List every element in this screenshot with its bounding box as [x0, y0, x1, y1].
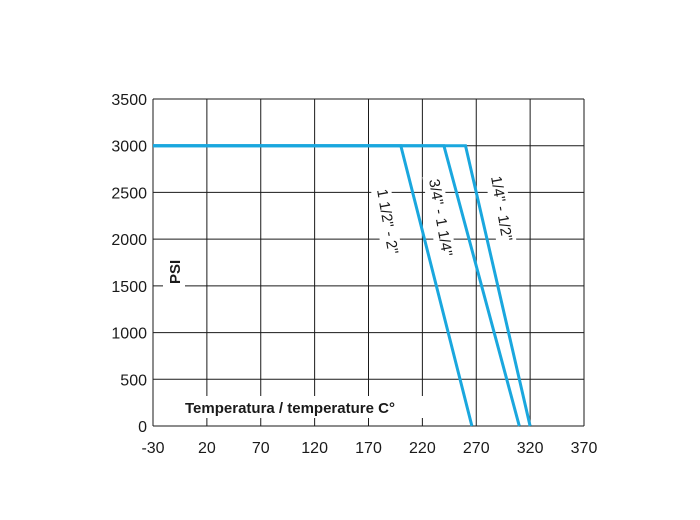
x-axis-title: Temperatura / temperature C° [185, 400, 395, 417]
y-tick-label-7: 3500 [111, 92, 147, 109]
x-tick-labels: -30 20 70 120 170 220 270 320 370 [141, 440, 597, 457]
x-tick-label-7: 320 [517, 440, 544, 457]
y-tick-label-6: 3000 [111, 139, 147, 156]
x-tick-label-5: 220 [409, 440, 436, 457]
y-tick-label-0: 0 [138, 419, 147, 436]
x-tick-label-4: 170 [355, 440, 382, 457]
x-axis-title-background [183, 396, 431, 418]
y-tick-label-4: 2000 [111, 232, 147, 249]
series-label-3-background [484, 170, 519, 257]
y-tick-label-5: 2500 [111, 185, 147, 202]
y-tick-label-3: 1500 [111, 279, 147, 296]
x-tick-label-0: -30 [141, 440, 164, 457]
y-tick-label-2: 1000 [111, 326, 147, 343]
y-axis-title: PSI [167, 260, 184, 284]
y-tick-labels: 0 500 1000 1500 2000 2500 3000 3500 [111, 92, 147, 436]
x-tick-label-3: 120 [301, 440, 328, 457]
y-axis-title-background [163, 252, 185, 292]
series-lines [153, 144, 532, 427]
x-tick-label-2: 70 [252, 440, 270, 457]
series-line-3 [153, 144, 532, 427]
x-tick-label-8: 370 [571, 440, 598, 457]
y-tick-label-1: 500 [120, 372, 147, 389]
series-label-2-background [422, 173, 461, 284]
series-label-1-background [370, 183, 406, 276]
series-label-1-group: 1 1/2" - 2" [370, 183, 406, 276]
x-tick-label-6: 270 [463, 440, 490, 457]
x-tick-label-1: 20 [198, 440, 216, 457]
